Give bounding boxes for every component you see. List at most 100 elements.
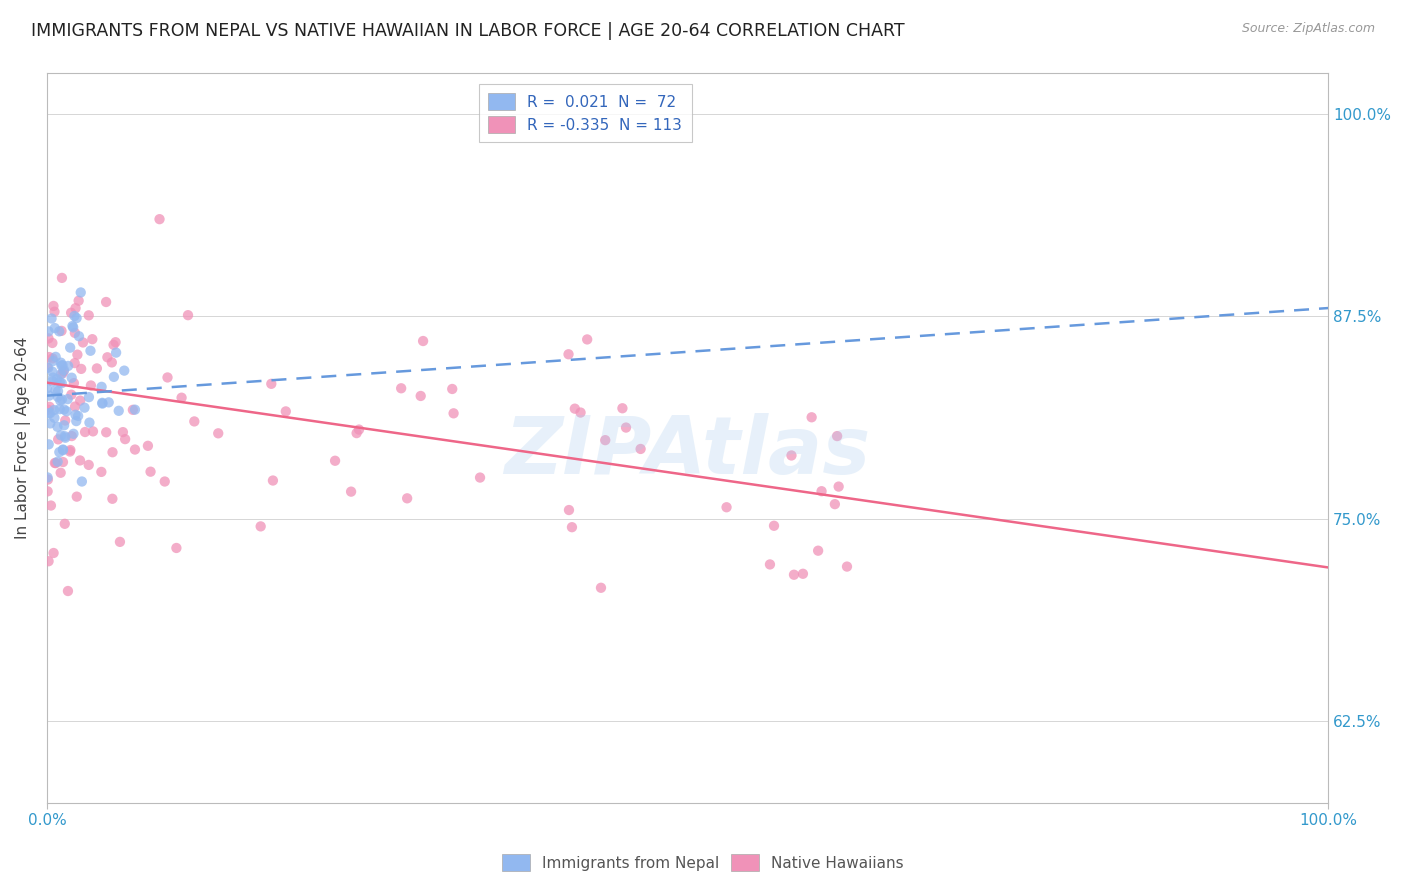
Point — [396, 491, 419, 506]
Point — [53, 431, 76, 445]
Point — [412, 334, 434, 348]
Legend: Immigrants from Nepal, Native Hawaiians: Immigrants from Nepal, Native Hawaiians — [496, 848, 910, 877]
Point — [41, 335, 63, 350]
Point — [389, 381, 412, 395]
Point — [46, 419, 69, 434]
Point — [39, 406, 62, 420]
Point — [59, 444, 82, 458]
Point — [44, 384, 66, 398]
Point — [35, 360, 58, 375]
Point — [77, 309, 100, 323]
Point — [792, 566, 814, 581]
Point — [45, 456, 67, 470]
Point — [114, 432, 136, 446]
Point — [153, 475, 176, 489]
Point — [105, 345, 128, 359]
Point — [45, 350, 67, 364]
Point — [41, 351, 63, 366]
Point — [800, 410, 823, 425]
Point — [63, 309, 86, 323]
Point — [41, 311, 63, 326]
Point — [148, 212, 170, 227]
Point — [104, 335, 127, 350]
Point — [38, 437, 60, 451]
Point — [101, 491, 124, 506]
Point — [56, 584, 79, 599]
Point — [52, 455, 75, 469]
Point — [441, 382, 464, 396]
Text: IMMIGRANTS FROM NEPAL VS NATIVE HAWAIIAN IN LABOR FORCE | AGE 20-64 CORRELATION : IMMIGRANTS FROM NEPAL VS NATIVE HAWAIIAN… — [31, 22, 904, 40]
Point — [37, 470, 59, 484]
Point — [55, 404, 77, 418]
Point — [59, 443, 82, 458]
Point — [65, 311, 87, 326]
Point — [564, 401, 586, 416]
Point — [52, 364, 75, 378]
Point — [323, 454, 346, 468]
Point — [62, 320, 84, 334]
Point — [44, 410, 66, 425]
Point — [51, 359, 73, 373]
Point — [67, 293, 90, 308]
Point — [70, 475, 93, 489]
Point — [39, 499, 62, 513]
Point — [103, 370, 125, 384]
Point — [48, 324, 70, 338]
Point — [612, 401, 634, 416]
Text: ZIPAtlas: ZIPAtlas — [505, 413, 870, 491]
Point — [49, 367, 72, 381]
Point — [49, 466, 72, 480]
Point — [807, 543, 830, 558]
Point — [46, 384, 69, 399]
Point — [44, 321, 66, 335]
Point — [48, 445, 70, 459]
Point — [41, 365, 63, 379]
Point — [96, 425, 118, 440]
Text: Source: ZipAtlas.com: Source: ZipAtlas.com — [1241, 22, 1375, 36]
Point — [108, 534, 131, 549]
Point — [42, 370, 65, 384]
Point — [80, 378, 103, 392]
Point — [52, 442, 75, 457]
Point — [63, 326, 86, 340]
Point — [66, 490, 89, 504]
Point — [37, 484, 59, 499]
Point — [37, 360, 59, 375]
Point — [716, 500, 738, 515]
Point — [46, 433, 69, 447]
Point — [56, 392, 79, 406]
Point — [60, 306, 83, 320]
Point — [60, 387, 83, 401]
Point — [207, 426, 229, 441]
Point — [79, 343, 101, 358]
Point — [107, 404, 129, 418]
Point — [73, 401, 96, 415]
Point — [77, 390, 100, 404]
Point — [67, 409, 90, 423]
Point — [825, 429, 848, 443]
Point — [97, 395, 120, 409]
Point — [558, 503, 581, 517]
Point — [53, 516, 76, 531]
Point — [51, 358, 73, 372]
Point — [177, 308, 200, 322]
Point — [409, 389, 432, 403]
Point — [69, 453, 91, 467]
Point — [170, 391, 193, 405]
Point — [91, 396, 114, 410]
Point — [51, 392, 73, 407]
Point — [86, 361, 108, 376]
Point — [44, 403, 66, 417]
Point — [780, 449, 803, 463]
Point — [49, 356, 72, 370]
Point — [824, 497, 846, 511]
Point — [561, 520, 583, 534]
Point — [51, 376, 73, 391]
Point — [589, 581, 612, 595]
Point — [66, 348, 89, 362]
Point — [94, 295, 117, 310]
Point — [136, 439, 159, 453]
Point — [53, 413, 76, 427]
Point — [48, 402, 70, 417]
Point — [49, 393, 72, 408]
